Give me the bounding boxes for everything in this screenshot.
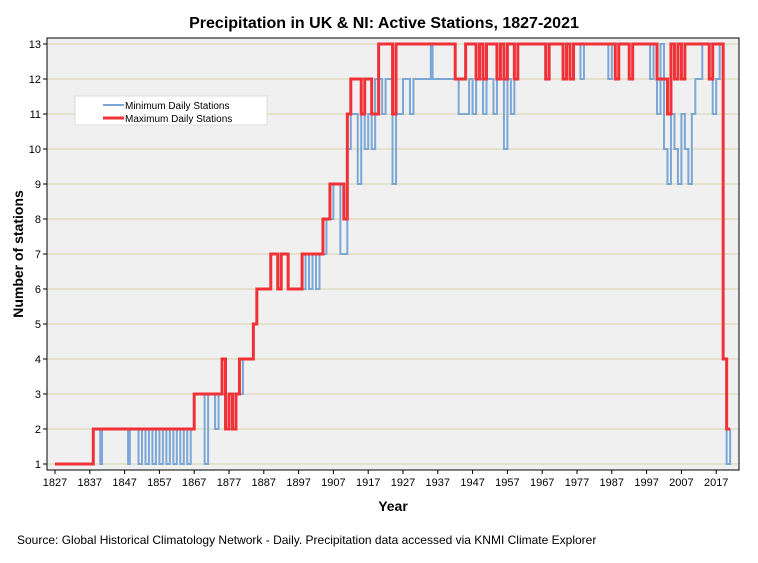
x-tick-label: 1897: [286, 477, 310, 489]
x-tick-label: 1917: [356, 477, 380, 489]
x-tick-label: 1957: [495, 477, 519, 489]
legend-label-max: Maximum Daily Stations: [125, 114, 232, 125]
x-tick-label: 2007: [669, 477, 693, 489]
x-axis-label: Year: [378, 498, 408, 514]
y-axis-label: Number of stations: [10, 190, 26, 318]
x-tick-label: 1937: [426, 477, 450, 489]
y-tick-label: 13: [29, 39, 41, 51]
legend: Minimum Daily Stations Maximum Daily Sta…: [74, 95, 268, 126]
x-tick-label: 1997: [634, 477, 658, 489]
y-tick-label: 3: [35, 389, 41, 401]
x-tick-label: 1907: [321, 477, 345, 489]
y-tick-label: 5: [35, 319, 41, 331]
y-tick-label: 2: [35, 424, 41, 436]
x-tick-label: 1867: [182, 477, 206, 489]
y-tick-label: 11: [30, 109, 41, 121]
x-tick-label: 1857: [147, 477, 171, 489]
x-tick-label: 1987: [600, 477, 624, 489]
series-max-daily-stations: [55, 42, 731, 466]
y-tick-label: 9: [35, 179, 41, 191]
x-tick-label: 1827: [43, 477, 67, 489]
x-tick-label: 1947: [460, 477, 484, 489]
x-tick-label: 2017: [704, 477, 728, 489]
y-tick-label: 10: [29, 144, 41, 156]
source-note: Source: Global Historical Climatology Ne…: [17, 533, 597, 547]
x-tick-label: 1877: [217, 477, 241, 489]
chart-title: Precipitation in UK & NI: Active Station…: [189, 15, 579, 32]
x-tick-label: 1887: [252, 477, 276, 489]
legend-label-min: Minimum Daily Stations: [125, 101, 229, 112]
x-tick-label: 1967: [530, 477, 554, 489]
y-tick-label: 7: [35, 249, 41, 261]
x-tick-label: 1847: [112, 477, 136, 489]
y-tick-label: 1: [35, 459, 41, 471]
x-tick-label: 1927: [391, 477, 415, 489]
y-tick-label: 6: [35, 284, 41, 296]
y-tick-label: 8: [35, 214, 41, 226]
x-tick-label: 1977: [565, 477, 589, 489]
x-tick-label: 1837: [78, 477, 102, 489]
y-tick-label: 4: [35, 354, 41, 366]
y-tick-label: 12: [29, 74, 41, 86]
